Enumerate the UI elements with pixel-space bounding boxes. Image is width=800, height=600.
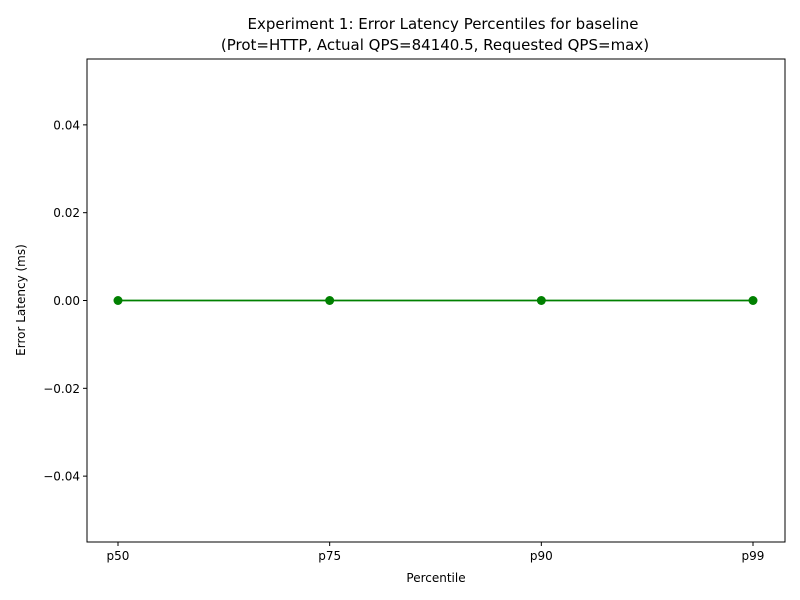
data-point: [325, 296, 335, 305]
x-tick-label: p75: [318, 549, 341, 563]
x-tick-label: p90: [530, 549, 553, 563]
y-tick-label: 0.02: [53, 206, 80, 220]
x-axis-label: Percentile: [406, 571, 465, 585]
data-point: [748, 296, 758, 305]
y-axis: −0.04 −0.02 0.00 0.02 0.04: [43, 118, 87, 484]
x-tick-label: p50: [107, 549, 130, 563]
series-layer: [113, 296, 758, 305]
x-axis: p50 p75 p90 p99: [107, 542, 765, 563]
data-point: [113, 296, 123, 305]
y-tick-label: −0.04: [43, 470, 80, 484]
data-point: [536, 296, 546, 305]
chart-title-line-1: Experiment 1: Error Latency Percentiles …: [248, 15, 639, 33]
y-tick-label: 0.00: [53, 294, 80, 308]
y-tick-label: −0.02: [43, 382, 80, 396]
y-tick-label: 0.04: [53, 118, 80, 132]
y-axis-label: Error Latency (ms): [14, 244, 28, 356]
chart-title-line-2: (Prot=HTTP, Actual QPS=84140.5, Requeste…: [221, 36, 649, 54]
x-tick-label: p99: [742, 549, 765, 563]
